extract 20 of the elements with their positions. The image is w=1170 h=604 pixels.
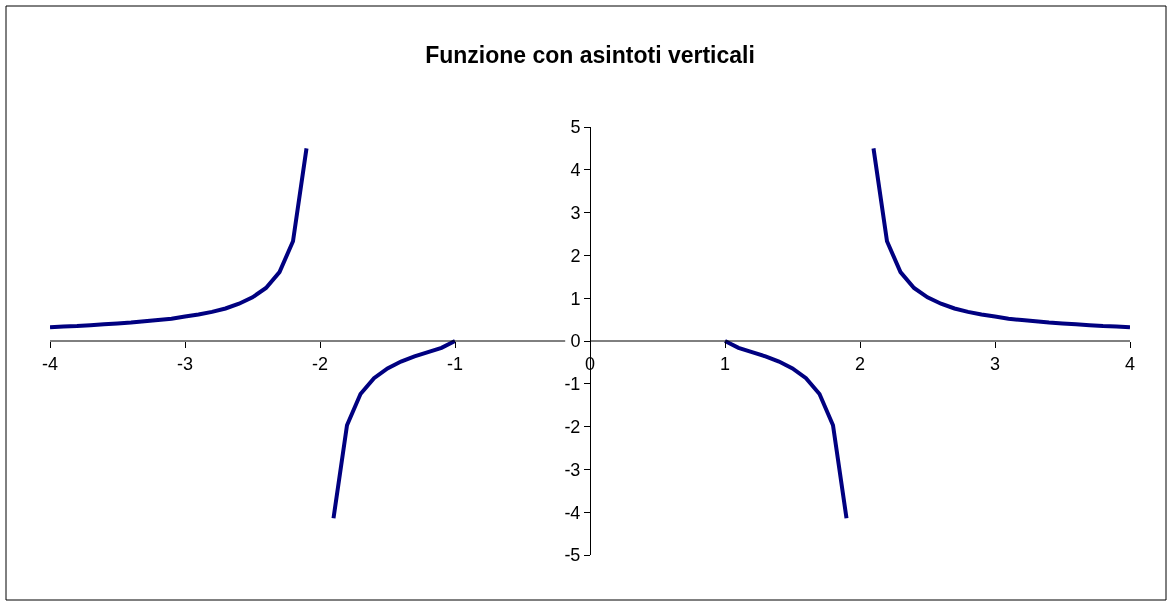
y-tick-label: -1 — [564, 374, 581, 395]
y-tick-label: 0 — [570, 331, 581, 352]
y-tick-label: -3 — [564, 459, 581, 480]
x-tick-label: -1 — [446, 353, 464, 374]
y-tick-label: 5 — [570, 117, 581, 138]
y-tick-label: -4 — [564, 502, 581, 523]
x-tick-label: 4 — [1124, 353, 1136, 374]
x-tick-label: -2 — [311, 353, 329, 374]
y-tick-label: -2 — [564, 416, 581, 437]
y-tick-label: 4 — [570, 160, 581, 181]
x-tick-label: 1 — [719, 353, 731, 374]
x-tick-label: 2 — [854, 353, 866, 374]
x-tick-label: -4 — [41, 353, 59, 374]
y-tick-label: -5 — [564, 545, 581, 566]
y-tick-label: 3 — [570, 202, 581, 223]
x-tick-label: -3 — [176, 353, 194, 374]
y-tick-label: 1 — [570, 288, 581, 309]
x-tick-label: 3 — [989, 353, 1001, 374]
y-tick-label: 2 — [570, 245, 581, 266]
chart-title: Funzione con asintoti verticali — [425, 42, 755, 69]
